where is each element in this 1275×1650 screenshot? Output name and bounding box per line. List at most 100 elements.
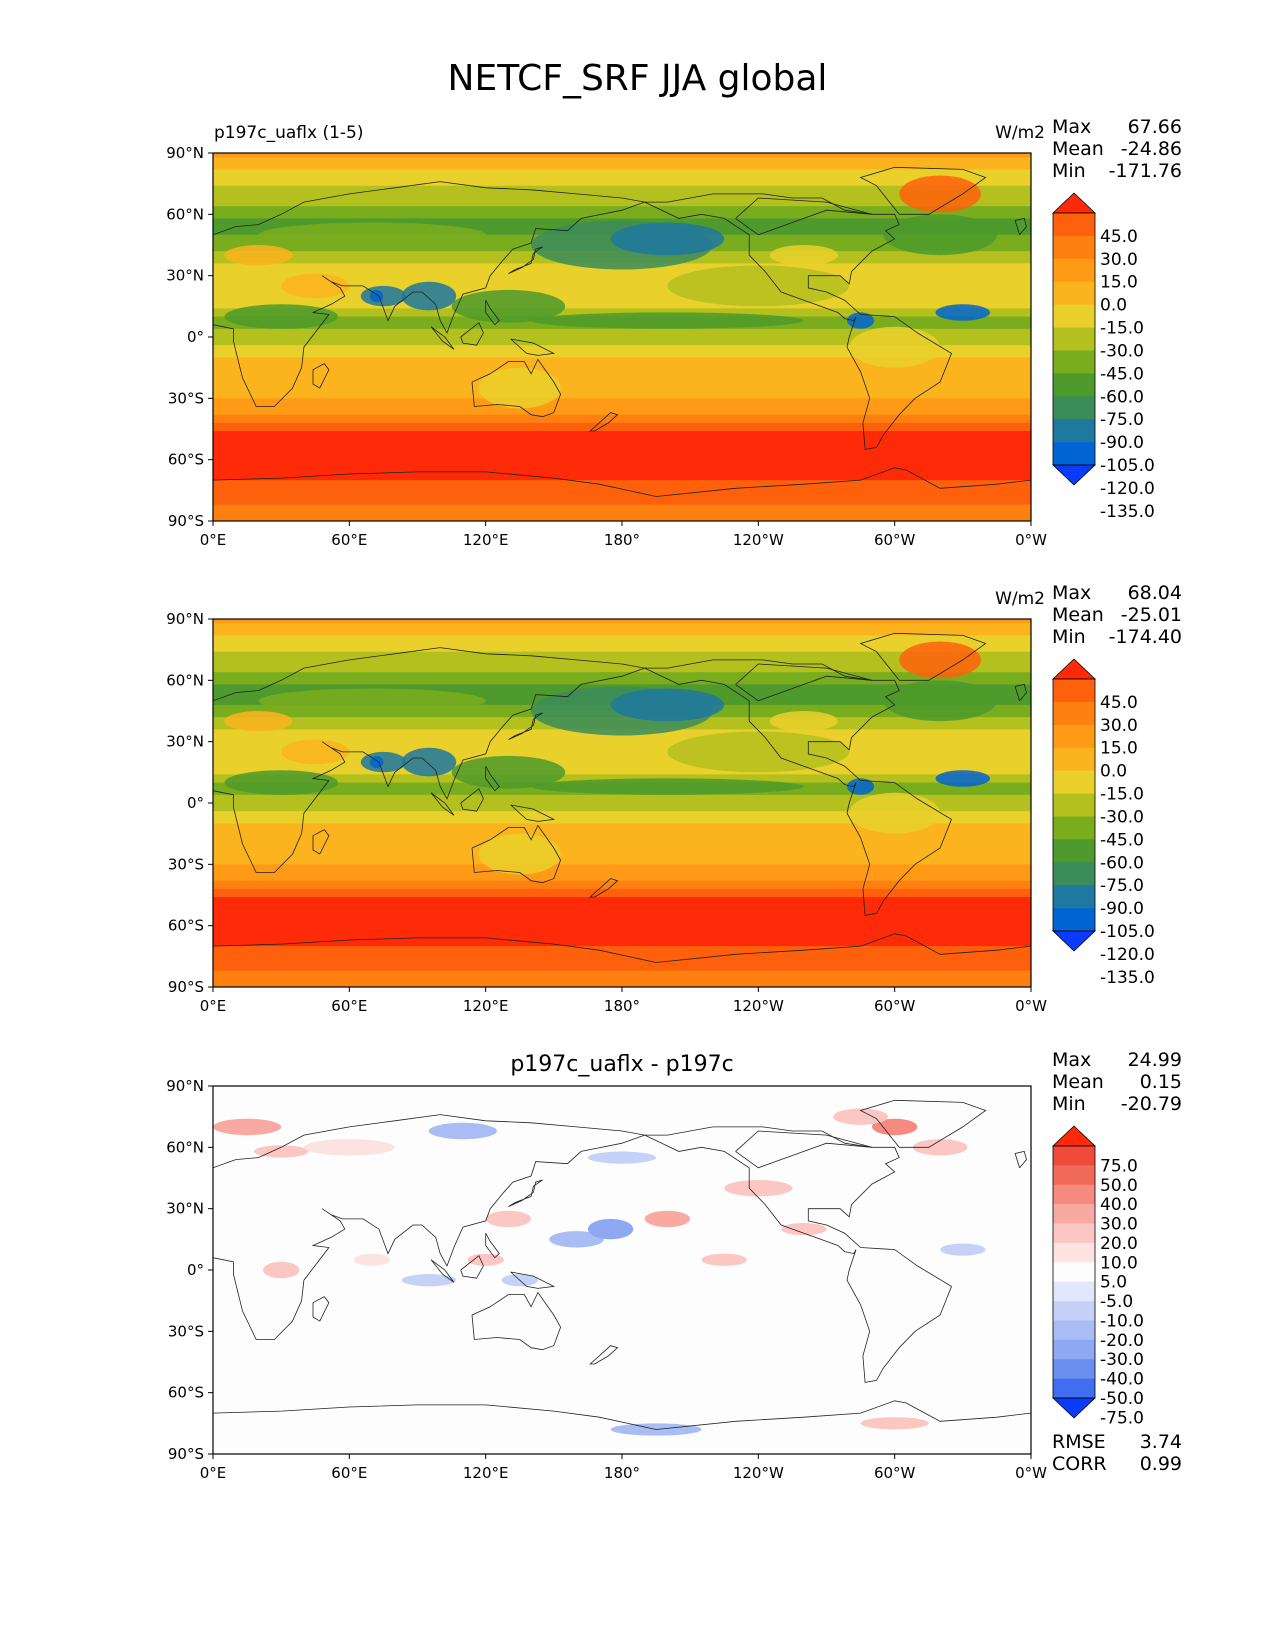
field-band xyxy=(213,512,1031,518)
field-band xyxy=(213,467,1031,473)
colorbar-swatch xyxy=(1053,1165,1095,1186)
coastline xyxy=(312,363,330,389)
y-tick-label: 0° xyxy=(187,794,204,812)
panel3-stat-mean-label: Mean xyxy=(1052,1071,1104,1093)
field-band xyxy=(213,214,1031,220)
field-band xyxy=(213,774,1031,780)
field-band xyxy=(213,447,1031,453)
colorbar-frame xyxy=(1052,1145,1096,1399)
field-band xyxy=(213,905,1031,910)
colorbar-swatch xyxy=(1053,350,1095,374)
field-band xyxy=(213,435,1031,440)
coastline xyxy=(510,804,556,822)
field-band xyxy=(213,443,1031,448)
field-band xyxy=(213,823,1031,829)
field-band xyxy=(213,758,1031,763)
field-band xyxy=(213,504,1031,510)
field-band xyxy=(213,651,1031,657)
coastline xyxy=(735,197,873,236)
field-band xyxy=(213,794,1031,800)
coastline xyxy=(508,1179,543,1207)
panel2-stat-mean-value: -25.01 xyxy=(1120,604,1182,626)
field-band xyxy=(213,868,1031,874)
field-band xyxy=(213,753,1031,759)
x-tick-label: 180° xyxy=(604,1464,640,1482)
field-band xyxy=(213,635,1031,641)
coastline xyxy=(589,878,619,898)
panel2-stat-min-label: Min xyxy=(1052,626,1086,648)
colorbar-extend-min xyxy=(1052,930,1096,952)
field-feature xyxy=(935,304,991,321)
field-feature xyxy=(769,245,838,266)
colorbar-swatch xyxy=(1053,1223,1095,1244)
colorbar-label: -45.0 xyxy=(1100,830,1144,850)
field-band xyxy=(213,807,1031,812)
colorbar-swatch xyxy=(1053,1320,1095,1341)
field-feature xyxy=(769,711,838,732)
colorbar-swatch xyxy=(1053,419,1095,443)
x-tick-label: 120°E xyxy=(463,997,509,1015)
field-band xyxy=(213,876,1031,882)
field-band xyxy=(213,950,1031,955)
colorbar-label: -5.0 xyxy=(1100,1292,1133,1312)
difference-feature xyxy=(724,1180,793,1197)
field-band xyxy=(213,880,1031,886)
field-band xyxy=(213,406,1031,412)
panel3-stat-min-value: -20.79 xyxy=(1120,1093,1182,1115)
coastline xyxy=(589,412,619,432)
colorbar-label: 30.0 xyxy=(1100,716,1138,736)
field-band xyxy=(213,345,1031,350)
field-band xyxy=(213,349,1031,354)
colorbar-label: -30.0 xyxy=(1100,1350,1144,1370)
coastline xyxy=(859,1099,987,1148)
coastline xyxy=(471,358,562,418)
field-band xyxy=(213,663,1031,669)
colorbar-label: -75.0 xyxy=(1100,876,1144,896)
field-band xyxy=(213,161,1031,166)
x-tick-label: 0°W xyxy=(1015,997,1047,1015)
panel3-stat-max-value: 24.99 xyxy=(1127,1049,1182,1071)
y-tick-label: 90°S xyxy=(168,512,204,530)
map-panel-1: 90°N 60°N 30°N 0° 30°S 60°S 90°S0°E 60°E 120°E 18… xyxy=(166,144,1155,549)
colorbar-label: -90.0 xyxy=(1100,899,1144,919)
colorbar-swatch xyxy=(1053,1359,1095,1379)
field-band xyxy=(213,206,1031,211)
colorbar-label: 45.0 xyxy=(1100,693,1138,713)
field-band xyxy=(213,884,1031,890)
field-layer-1 xyxy=(213,153,1031,521)
field-band xyxy=(213,958,1031,964)
y-tick-label: 60°S xyxy=(168,917,204,935)
field-band xyxy=(213,492,1031,498)
y-tick-label: 90°N xyxy=(166,610,204,628)
field-band xyxy=(213,508,1031,514)
panel1-stat-min-label: Min xyxy=(1052,160,1086,182)
colorbar-swatch xyxy=(1053,442,1095,466)
field-band xyxy=(213,422,1031,428)
colorbar-label: 45.0 xyxy=(1100,227,1138,247)
field-band xyxy=(213,357,1031,363)
colorbar-label: 30.0 xyxy=(1100,250,1138,270)
x-tick-label: 120°E xyxy=(463,531,509,549)
field-band xyxy=(213,623,1031,628)
difference-feature xyxy=(781,1223,827,1236)
colorbar-label: -10.0 xyxy=(1100,1311,1144,1331)
field-band xyxy=(213,381,1031,387)
colorbar-label: -105.0 xyxy=(1100,456,1155,476)
x-tick-label: 60°E xyxy=(331,997,367,1015)
field-feature xyxy=(451,289,566,323)
colorbar-extend-max xyxy=(1052,658,1096,680)
field-feature xyxy=(478,367,561,409)
panel3-extra-stats: RMSE 3.74 CORR 0.99 xyxy=(1052,1431,1182,1475)
field-band xyxy=(213,852,1031,857)
field-band xyxy=(213,839,1031,845)
field-feature xyxy=(883,680,997,722)
colorbar-swatch xyxy=(1053,396,1095,420)
colorbar-label: -30.0 xyxy=(1100,341,1144,361)
colorbar-label: 0.0 xyxy=(1100,296,1127,316)
field-feature xyxy=(849,326,941,368)
colorbar-label: -105.0 xyxy=(1100,922,1155,942)
field-band xyxy=(213,328,1031,334)
field-band xyxy=(213,337,1031,342)
field-band xyxy=(213,496,1031,502)
coastline xyxy=(312,829,330,855)
